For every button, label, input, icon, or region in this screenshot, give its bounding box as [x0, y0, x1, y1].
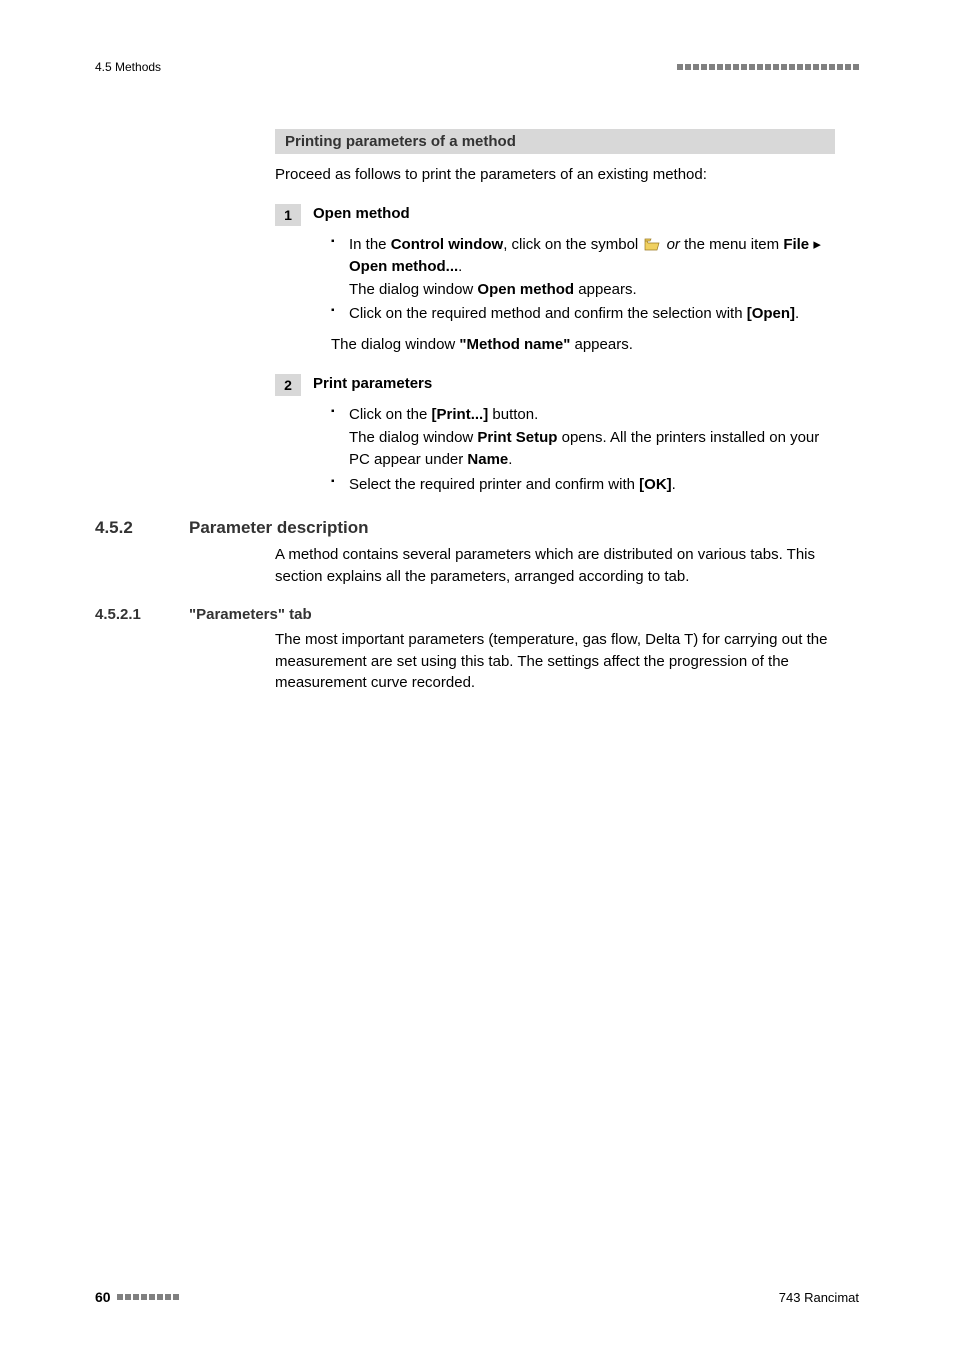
- header-section-label: 4.5 Methods: [95, 60, 161, 74]
- header-ornament: [677, 64, 859, 70]
- intro-text: Proceed as follows to print the paramete…: [275, 164, 835, 186]
- content-area: Printing parameters of a method Proceed …: [275, 129, 835, 496]
- text: .: [672, 476, 676, 493]
- section-number: 4.5.2: [95, 518, 189, 538]
- text-bold: Name: [467, 451, 508, 468]
- step-2: 2 Print parameters Click on the [Print..…: [275, 374, 835, 496]
- step-1-title: Open method: [313, 204, 410, 222]
- text: The dialog window: [331, 336, 459, 353]
- text-bold: Control window: [391, 236, 503, 253]
- text-bold: File: [783, 236, 809, 253]
- open-folder-icon: [644, 236, 660, 249]
- text: , click on the symbol: [503, 236, 642, 253]
- page-header: 4.5 Methods: [95, 60, 859, 74]
- text-bold: [OK]: [639, 476, 672, 493]
- step-2-title: Print parameters: [313, 374, 432, 392]
- section-title: Parameter description: [189, 518, 369, 538]
- text-italic: or: [667, 236, 680, 253]
- step-1-bullet-1: In the Control window, click on the symb…: [331, 234, 835, 302]
- subsection-number: 4.5.2.1: [95, 606, 189, 623]
- page: 4.5 Methods Printing parameters of a met…: [0, 0, 954, 1350]
- text-bold: Open method: [477, 281, 574, 298]
- procedure-heading: Printing parameters of a method: [275, 129, 835, 154]
- step-2-bullet-2: Select the required printer and confirm …: [331, 474, 835, 497]
- subsection-heading: 4.5.2.1 "Parameters" tab: [95, 606, 859, 623]
- text: .: [795, 305, 799, 322]
- step-1: 1 Open method In the Control window, cli…: [275, 204, 835, 357]
- step-2-bullet-1: Click on the [Print...] button. The dial…: [331, 404, 835, 472]
- step-2-body: Click on the [Print...] button. The dial…: [313, 404, 835, 496]
- step-1-bullet-2: Click on the required method and confirm…: [331, 303, 835, 326]
- step-1-head: 1 Open method: [275, 204, 835, 226]
- text-bold: [Print...]: [432, 406, 489, 423]
- footer-left: 60: [95, 1289, 179, 1305]
- text-bold: "Method name": [459, 336, 570, 353]
- step-1-number: 1: [275, 204, 301, 226]
- page-number: 60: [95, 1289, 111, 1305]
- section-heading: 4.5.2 Parameter description: [95, 518, 859, 538]
- text-bold: Print Setup: [477, 429, 557, 446]
- subsection-text: The most important parameters (temperatu…: [275, 629, 835, 694]
- text-bold: [Open]: [747, 305, 795, 322]
- section-text: A method contains several parameters whi…: [275, 544, 835, 588]
- text: Select the required printer and confirm …: [349, 476, 639, 493]
- step-2-head: 2 Print parameters: [275, 374, 835, 396]
- footer-ornament: [117, 1294, 179, 1300]
- step-1-body: In the Control window, click on the symb…: [313, 234, 835, 357]
- text: the menu item: [680, 236, 783, 253]
- step-1-bullets: In the Control window, click on the symb…: [331, 234, 835, 326]
- step-2-number: 2: [275, 374, 301, 396]
- text-bold: Open method...: [349, 258, 458, 275]
- text: appears.: [574, 281, 637, 298]
- text: The dialog window: [349, 281, 477, 298]
- footer-product: 743 Rancimat: [779, 1290, 859, 1305]
- step-2-bullets: Click on the [Print...] button. The dial…: [331, 404, 835, 496]
- text: Click on the: [349, 406, 432, 423]
- section-body: A method contains several parameters whi…: [275, 544, 835, 588]
- step-1-result: The dialog window "Method name" appears.: [331, 334, 835, 357]
- text: The dialog window: [349, 429, 477, 446]
- subsection-body: The most important parameters (temperatu…: [275, 629, 835, 694]
- text: button.: [488, 406, 538, 423]
- subsection-title: "Parameters" tab: [189, 606, 312, 623]
- text: In the: [349, 236, 391, 253]
- text: appears.: [570, 336, 633, 353]
- text: .: [458, 258, 462, 275]
- text: .: [508, 451, 512, 468]
- page-footer: 60 743 Rancimat: [95, 1289, 859, 1305]
- text: Click on the required method and confirm…: [349, 305, 747, 322]
